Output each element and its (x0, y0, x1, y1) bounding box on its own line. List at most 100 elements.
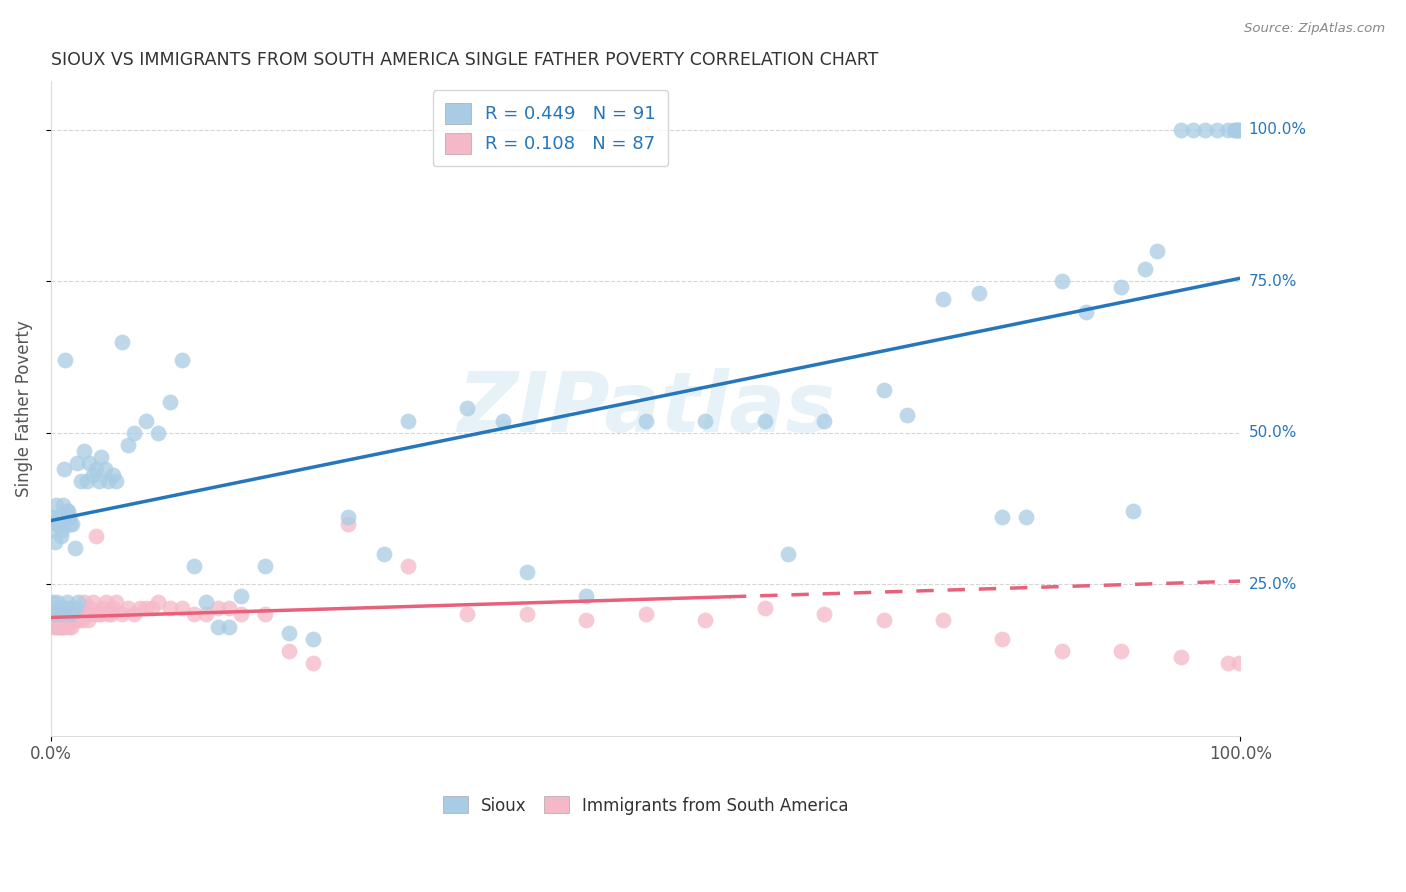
Point (87, 474, 110, 488)
Point (60, 607, 83, 622)
Point (101, 468, 124, 483)
Point (51, 619, 73, 633)
Text: SIOUX VS IMMIGRANTS FROM SOUTH AMERICA SINGLE FATHER POVERTY CORRELATION CHART: SIOUX VS IMMIGRANTS FROM SOUTH AMERICA S… (51, 51, 879, 69)
Point (42, 614, 65, 628)
Point (60, 614, 83, 628)
Point (58, 510, 80, 524)
Point (97, 474, 120, 488)
Point (93, 462, 115, 476)
Point (53, 619, 76, 633)
Point (42, 619, 65, 633)
Point (46, 595, 69, 609)
Point (44, 607, 66, 622)
Point (194, 607, 217, 622)
Point (41, 614, 63, 628)
Point (129, 601, 152, 615)
Point (194, 595, 217, 609)
Point (1227, 123, 1250, 137)
Point (56, 614, 79, 628)
Point (62, 614, 84, 628)
Y-axis label: Single Father Poverty: Single Father Poverty (15, 320, 32, 497)
Point (51, 607, 73, 622)
Point (183, 558, 205, 573)
Point (48, 619, 70, 633)
Point (1133, 262, 1156, 277)
Point (231, 589, 253, 603)
Point (218, 619, 240, 633)
Point (52, 614, 75, 628)
Point (695, 413, 717, 427)
Point (45, 619, 67, 633)
Point (111, 607, 134, 622)
Point (813, 413, 835, 427)
Point (117, 438, 139, 452)
Point (87, 607, 110, 622)
Point (754, 413, 776, 427)
Point (373, 547, 395, 561)
Point (1122, 504, 1144, 518)
Point (872, 384, 894, 398)
Point (111, 334, 134, 349)
Point (634, 607, 657, 622)
Point (77, 456, 100, 470)
Point (93, 601, 115, 615)
Text: 25.0%: 25.0% (1249, 576, 1296, 591)
Point (159, 601, 181, 615)
Point (73, 595, 96, 609)
Point (55, 607, 77, 622)
Point (84, 607, 107, 622)
Point (1050, 644, 1073, 658)
Point (58, 607, 80, 622)
Point (1194, 123, 1216, 137)
Point (896, 408, 918, 422)
Point (53, 614, 76, 628)
Point (97, 607, 120, 622)
Point (516, 565, 538, 579)
Point (69, 607, 91, 622)
Text: Source: ZipAtlas.com: Source: ZipAtlas.com (1244, 22, 1385, 36)
Point (301, 632, 323, 646)
Point (1225, 123, 1247, 137)
Point (44, 534, 66, 549)
Point (124, 607, 146, 622)
Point (55, 504, 77, 518)
Point (52, 619, 75, 633)
Point (872, 614, 894, 628)
Point (77, 607, 100, 622)
Point (48, 516, 70, 531)
Point (62, 516, 84, 531)
Point (141, 601, 163, 615)
Point (46, 614, 69, 628)
Point (70, 614, 93, 628)
Point (63, 601, 86, 615)
Point (396, 558, 419, 573)
Point (51, 523, 73, 537)
Point (73, 443, 96, 458)
Point (1015, 510, 1038, 524)
Point (1111, 280, 1133, 294)
Text: 50.0%: 50.0% (1249, 425, 1296, 440)
Point (66, 607, 89, 622)
Point (90, 450, 112, 464)
Point (79, 601, 101, 615)
Point (135, 413, 157, 427)
Point (84, 462, 107, 476)
Text: ZIPatlas: ZIPatlas (457, 368, 835, 449)
Point (44, 614, 66, 628)
Point (58, 601, 80, 615)
Point (49, 614, 72, 628)
Point (124, 425, 146, 440)
Point (48, 601, 70, 615)
Point (146, 595, 169, 609)
Point (754, 601, 776, 615)
Point (46, 516, 69, 531)
Point (105, 595, 128, 609)
Point (100, 607, 122, 622)
Point (695, 614, 717, 628)
Point (94, 595, 117, 609)
Point (1181, 123, 1204, 137)
Legend: Sioux, Immigrants from South America: Sioux, Immigrants from South America (436, 789, 855, 822)
Point (55, 614, 77, 628)
Point (62, 607, 84, 622)
Point (46, 607, 69, 622)
